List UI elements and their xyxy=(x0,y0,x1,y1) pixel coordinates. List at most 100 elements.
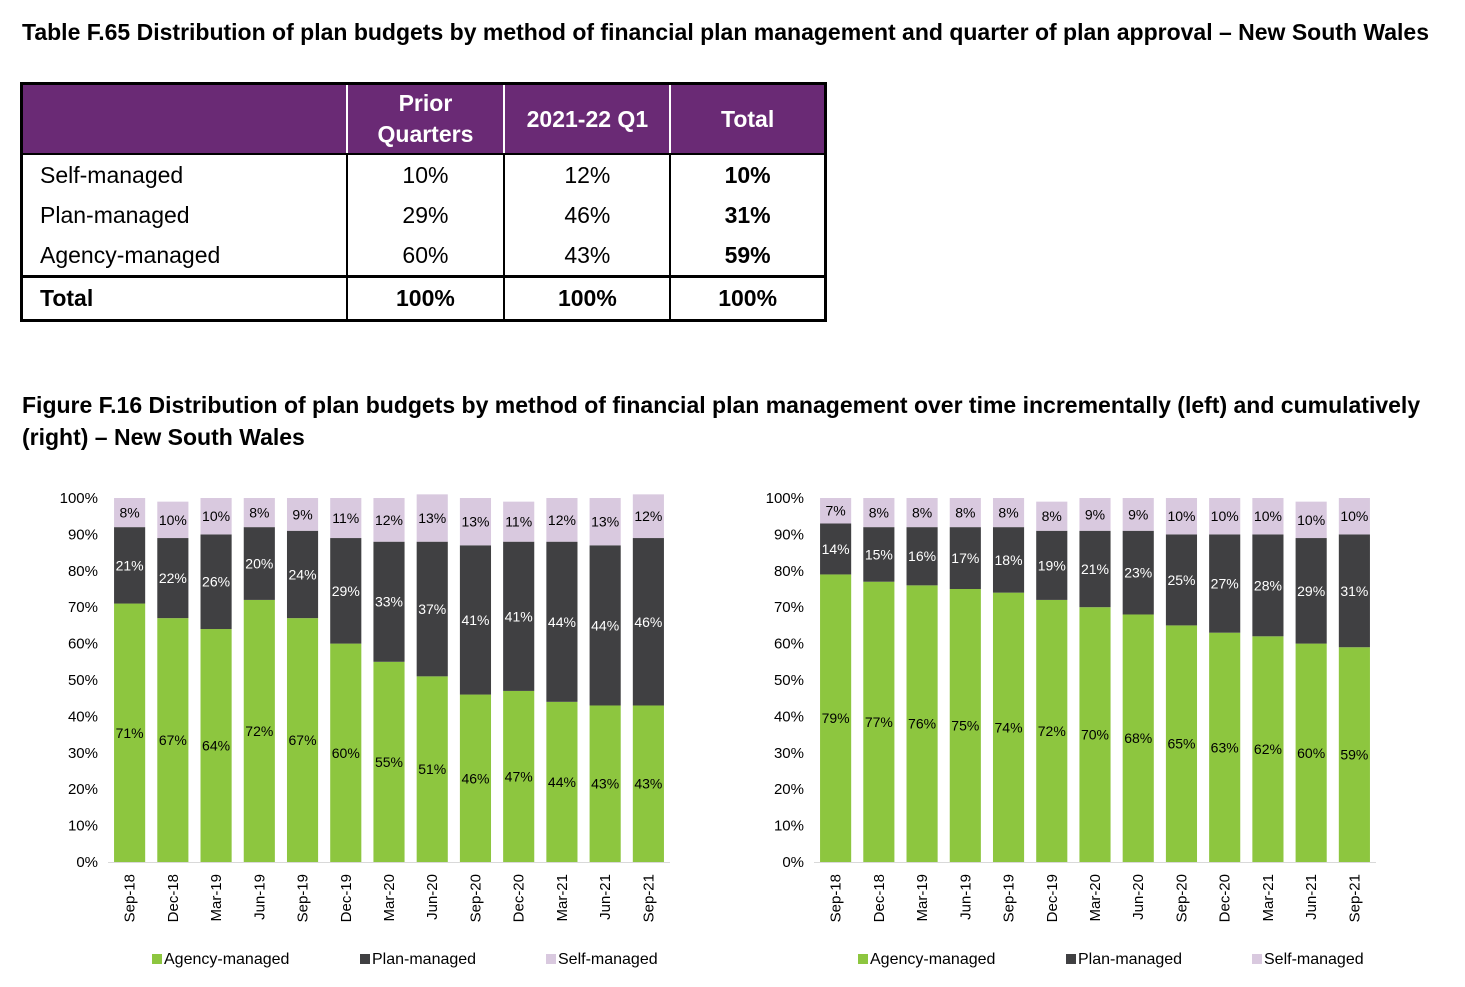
data-label-plan-managed: 41% xyxy=(505,608,533,624)
legend-swatch-plan-managed xyxy=(1066,954,1076,964)
data-label-agency-managed: 71% xyxy=(116,725,144,741)
bar-plan-managed xyxy=(1209,534,1241,633)
bar-self-managed xyxy=(157,501,189,539)
header-blank xyxy=(21,83,348,155)
data-label-plan-managed: 41% xyxy=(461,612,489,628)
x-tick-label: Mar-21 xyxy=(554,874,571,922)
data-label-plan-managed: 28% xyxy=(1254,577,1282,593)
y-tick-label: 70% xyxy=(774,599,804,616)
data-label-self-managed: 8% xyxy=(955,505,975,521)
bar-plan-managed xyxy=(1036,530,1068,600)
x-tick-label: Jun-21 xyxy=(597,874,614,920)
x-tick-label: Sep-20 xyxy=(467,874,484,922)
x-tick-label: Sep-20 xyxy=(1173,874,1190,922)
bar-self-managed xyxy=(114,498,146,528)
y-tick-label: 60% xyxy=(68,636,98,653)
data-label-agency-managed: 51% xyxy=(418,761,446,777)
y-tick-label: 10% xyxy=(774,818,804,835)
bar-agency-managed xyxy=(1252,636,1284,862)
cell-prior: 60% xyxy=(346,235,506,277)
data-label-agency-managed: 77% xyxy=(865,714,893,730)
bar-agency-managed xyxy=(373,661,405,862)
bar-agency-managed xyxy=(1165,625,1198,862)
bar-plan-managed xyxy=(286,530,319,619)
legend-label-self-managed: Self-managed xyxy=(1264,951,1364,968)
bar-plan-managed xyxy=(1079,530,1111,608)
bar-agency-managed xyxy=(992,592,1025,862)
bar-self-managed xyxy=(863,498,895,528)
cell-prior: 29% xyxy=(346,195,506,235)
x-tick-label: Dec-20 xyxy=(1217,874,1234,922)
x-tick-label: Sep-21 xyxy=(640,874,657,922)
bar-agency-managed xyxy=(286,618,319,862)
data-label-plan-managed: 19% xyxy=(1038,557,1066,573)
bar-self-managed xyxy=(1165,498,1198,535)
y-tick-label: 80% xyxy=(68,563,98,580)
legend-swatch-agency-managed xyxy=(858,954,868,964)
x-tick-label: Jun-20 xyxy=(424,874,441,920)
bar-plan-managed xyxy=(1122,530,1154,615)
bar-agency-managed xyxy=(157,618,189,862)
legend-swatch-agency-managed xyxy=(152,954,162,964)
incremental-stacked-bar-chart: 0% 10% 20% 30% 40% 50% 60% 70% 80% 90% 100% 71% 21% 8… xyxy=(60,490,670,968)
x-tick-label: Jun-21 xyxy=(1303,874,1320,920)
bar-plan-managed xyxy=(546,541,578,702)
data-label-agency-managed: 79% xyxy=(822,710,850,726)
legend-label-agency-managed: Agency-managed xyxy=(164,951,289,968)
bar-plan-managed xyxy=(1295,538,1327,644)
data-label-self-managed: 9% xyxy=(1085,506,1105,522)
data-label-self-managed: 8% xyxy=(249,505,269,521)
y-tick-label: 30% xyxy=(68,745,98,762)
data-label-agency-managed: 65% xyxy=(1167,736,1195,752)
y-tick-label: 80% xyxy=(774,563,804,580)
data-label-self-managed: 8% xyxy=(998,505,1018,521)
y-tick-label: 30% xyxy=(774,745,804,762)
data-label-self-managed: 8% xyxy=(1042,508,1062,524)
y-tick-label: 90% xyxy=(774,526,804,543)
bar-self-managed xyxy=(330,498,362,539)
bar-self-managed xyxy=(992,498,1025,528)
data-label-plan-managed: 22% xyxy=(159,570,187,586)
row-label: Self-managed xyxy=(21,154,348,195)
x-tick-label: Dec-19 xyxy=(1044,874,1061,922)
bar-plan-managed xyxy=(820,523,852,575)
bar-self-managed xyxy=(373,498,405,542)
bar-plan-managed xyxy=(906,527,938,586)
data-label-plan-managed: 23% xyxy=(1124,565,1152,581)
data-label-self-managed: 8% xyxy=(912,505,932,521)
bar-plan-managed xyxy=(503,541,535,691)
y-tick-label: 0% xyxy=(782,854,804,871)
bar-plan-managed xyxy=(330,538,362,644)
bar-self-managed xyxy=(200,498,232,535)
data-label-self-managed: 7% xyxy=(825,503,845,519)
x-tick-label: Sep-18 xyxy=(122,874,139,922)
y-tick-label: 0% xyxy=(76,854,98,871)
data-label-plan-managed: 46% xyxy=(634,614,662,630)
bar-self-managed xyxy=(1338,498,1370,535)
y-tick-label: 10% xyxy=(68,818,98,835)
bar-agency-managed xyxy=(114,603,146,862)
data-label-agency-managed: 75% xyxy=(951,718,979,734)
bar-self-managed xyxy=(1252,498,1284,535)
bar-agency-managed xyxy=(1209,632,1241,862)
bar-plan-managed xyxy=(863,527,895,582)
bar-plan-managed xyxy=(1252,534,1284,637)
bar-self-managed xyxy=(1295,501,1327,539)
data-label-plan-managed: 20% xyxy=(245,556,273,572)
data-label-plan-managed: 16% xyxy=(908,548,936,564)
table-row: Agency-managed 60% 43% 59% xyxy=(21,235,827,277)
data-label-self-managed: 10% xyxy=(1254,508,1282,524)
cell-q1: 43% xyxy=(504,235,672,277)
bar-agency-managed xyxy=(200,629,232,862)
data-label-plan-managed: 29% xyxy=(332,583,360,599)
bar-plan-managed xyxy=(157,538,189,619)
data-label-plan-managed: 37% xyxy=(418,601,446,617)
bar-agency-managed xyxy=(416,676,448,862)
y-tick-label: 70% xyxy=(68,599,98,616)
data-label-plan-managed: 24% xyxy=(289,566,317,582)
y-tick-label: 90% xyxy=(68,526,98,543)
legend-swatch-self-managed xyxy=(1252,954,1262,964)
data-label-self-managed: 10% xyxy=(202,508,230,524)
cell-prior: 10% xyxy=(346,154,506,195)
y-tick-label: 40% xyxy=(68,708,98,725)
